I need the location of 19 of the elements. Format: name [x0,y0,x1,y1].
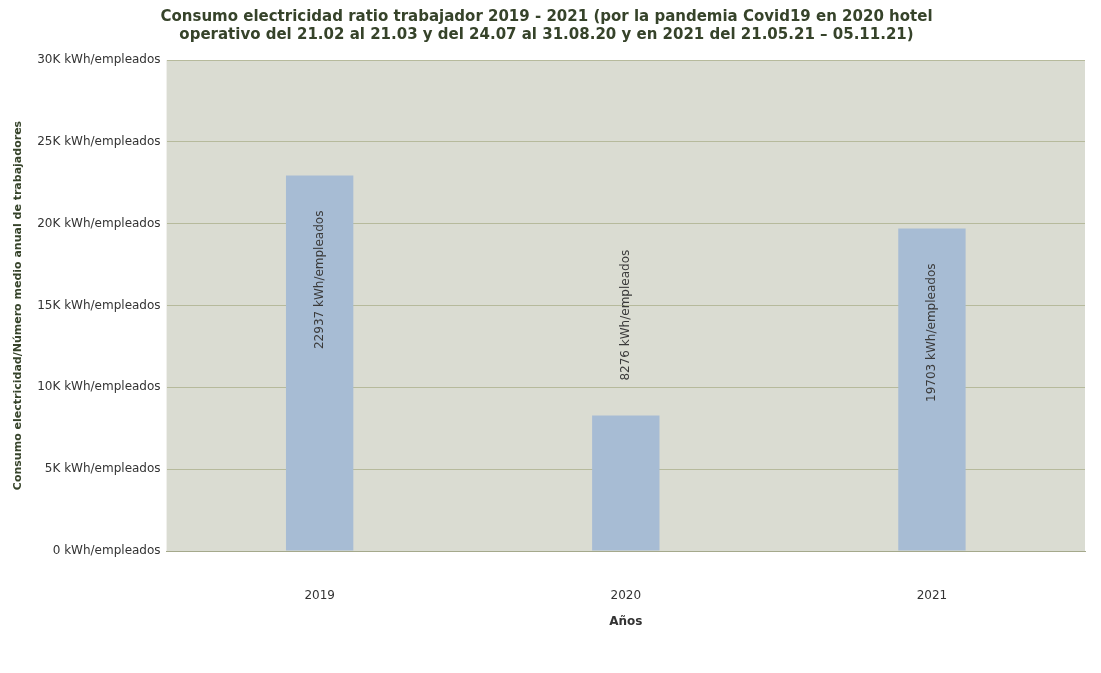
x-tick-label: 2020 [610,588,642,603]
y-tick-label: 0 kWh/empleados [52,543,161,558]
x-tick-label: 2019 [304,588,335,603]
y-tick-label: 20K kWh/empleados [37,215,161,230]
x-tick-label: 2021 [916,588,948,603]
data-label: 19703 kWh/empleados [924,263,939,402]
bar [285,175,354,551]
chart-title: Consumo electricidad ratio trabajador 2019 - 2021 (por la pandemia Covid19 en 2020 hotel operativo del 21.02 al 21.03 y del 24.07 al 31.08.20 y en 2021 del 21.05.21 – 05.11.21) [160,6,933,43]
y-axis-title: Consumo electricidad/Número medio anual de trabajadores [11,120,25,491]
bar [592,415,660,551]
data-label: 22937 kWh/empleados [311,210,326,350]
y-tick-label: 10K kWh/empleados [37,379,161,394]
y-tick-label: 5K kWh/empleados [44,461,161,476]
bar [898,228,966,551]
y-tick-label: 25K kWh/empleados [37,133,161,148]
y-tick-label: 15K kWh/empleados [37,297,161,312]
y-tick-label: 30K kWh/empleados [37,52,161,67]
data-label: 8276 kWh/empleados [617,249,632,381]
x-axis-title: Años [609,613,643,628]
